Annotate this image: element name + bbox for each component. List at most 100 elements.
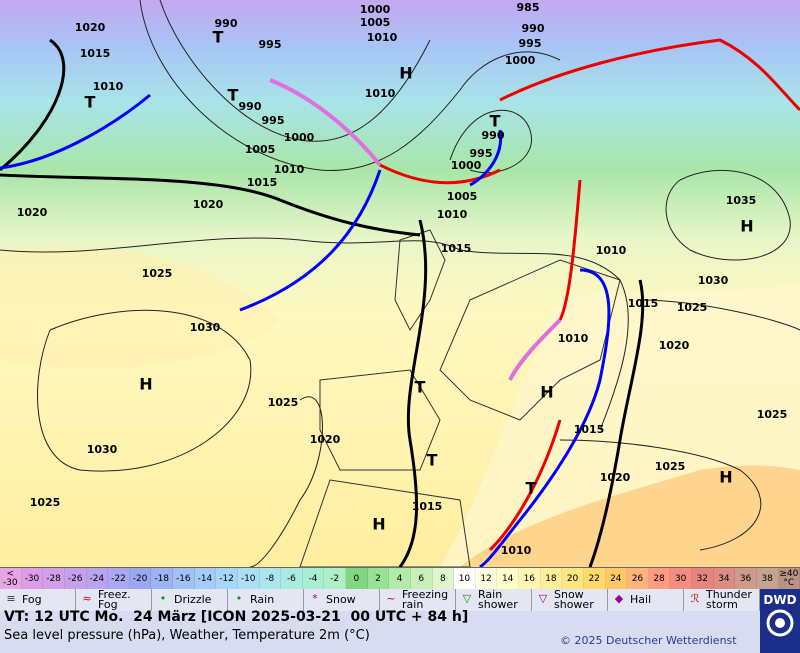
weather-map: 1020101510109909951000100510109859909951… — [0, 0, 800, 567]
scale-cell: 20 — [562, 568, 584, 590]
legend-item: • Drizzle — [152, 589, 228, 611]
isobar-label: 1020 — [75, 21, 106, 34]
logo-text: DWD — [763, 593, 797, 607]
isobar-label: 1000 — [451, 159, 482, 172]
pressure-center: H — [740, 217, 753, 236]
isobar-label: 1015 — [441, 242, 472, 255]
labels: 1020101510109909951000100510109859909951… — [17, 1, 788, 557]
legend-label: Thunder storm — [706, 588, 752, 611]
scale-cell: 18 — [540, 568, 563, 590]
weather-legend: ≡ Fog ≈ Freez. Fog • Drizzle • Rain * Snow ~ Freezi… — [0, 589, 760, 611]
isobar-label: 1025 — [142, 267, 173, 280]
legend-icon: • — [235, 592, 243, 605]
scale-cell: 8 — [432, 568, 455, 590]
isobar-label: 1010 — [365, 87, 396, 100]
pressure-center: H — [719, 468, 732, 487]
legend-label: Snow — [326, 593, 356, 606]
isobar-label: 990 — [482, 129, 505, 142]
cold-front — [0, 93, 151, 170]
scale-cell: < -30 — [0, 568, 22, 590]
pressure-center: H — [139, 375, 152, 394]
legend-icon: ▽ — [538, 592, 548, 605]
isobar-label: 1030 — [87, 443, 118, 456]
scale-cell: -10 — [237, 568, 260, 590]
pressure-center: T — [427, 451, 438, 470]
legend-item: * Snow — [304, 589, 380, 611]
pressure-center: H — [540, 383, 553, 402]
scale-cell: -14 — [194, 568, 217, 590]
scale-cell: -26 — [64, 568, 87, 590]
scale-cell: 24 — [605, 568, 628, 590]
valid-time: VT: 12 UTC Mo. 24 März [ICON 2025-03-21 … — [4, 609, 469, 625]
isobar-label: 1015 — [80, 47, 111, 60]
scale-cell: 30 — [670, 568, 692, 590]
legend-icon: ~ — [386, 592, 396, 605]
isobar-label: 1025 — [268, 396, 299, 409]
isobar-label: 1010 — [501, 544, 532, 557]
main-isobars — [0, 38, 645, 567]
isobar-label: 1035 — [726, 194, 757, 207]
logo-icon — [766, 609, 794, 637]
isobar-label: 1010 — [274, 163, 305, 176]
legend-icon: ≈ — [82, 592, 92, 605]
legend-label: Freezing rain — [402, 588, 449, 611]
warm-front — [499, 38, 800, 112]
isobar-label: 1020 — [193, 198, 224, 211]
scale-cell: ≥40 °C — [778, 568, 800, 590]
pressure-center: T — [415, 378, 426, 397]
scale-cell: 14 — [497, 568, 519, 590]
scale-cell: 12 — [475, 568, 498, 590]
scale-cell: -30 — [21, 568, 44, 590]
scale-cell: -8 — [259, 568, 282, 590]
legend-item: ◆ Hail — [608, 589, 684, 611]
pressure-center: T — [526, 479, 537, 498]
legend-icon: ▽ — [462, 592, 472, 605]
isobar-label: 1000 — [505, 54, 536, 67]
scale-cell: -16 — [173, 568, 195, 590]
dwd-logo: DWD — [760, 589, 800, 653]
scale-cell: 16 — [519, 568, 541, 590]
legend-item: ~ Freezing rain — [380, 589, 456, 611]
isobar-label: 1000 — [360, 3, 391, 16]
description: Sea level pressure (hPa), Weather, Tempe… — [4, 628, 370, 643]
isobar-label: 995 — [259, 38, 282, 51]
isobar-label: 1025 — [655, 460, 686, 473]
legend-label: Rain shower — [478, 588, 518, 611]
scale-cell: 22 — [583, 568, 606, 590]
isobar-label: 1025 — [677, 301, 708, 314]
coastlines — [299, 229, 621, 567]
scale-cell: -22 — [108, 568, 130, 590]
pressure-center: T — [85, 93, 96, 112]
scale-cell: 2 — [367, 568, 390, 590]
isobar-label: 995 — [519, 37, 542, 50]
legend-item: ≡ Fog — [0, 589, 76, 611]
isobars — [0, 0, 800, 567]
legend-item: ▽ Rain shower — [456, 589, 532, 611]
isobar-label: 1025 — [757, 408, 788, 421]
isobar-label: 1020 — [17, 206, 48, 219]
legend-label: Rain — [250, 593, 275, 606]
isobar-label: 1025 — [30, 496, 61, 509]
cold-front — [469, 129, 503, 187]
isobar-label: 1005 — [447, 190, 478, 203]
scale-cell: 34 — [713, 568, 736, 590]
scale-cell: -4 — [302, 568, 325, 590]
isobar-label: 990 — [215, 17, 238, 30]
isobar-label: 1015 — [574, 423, 605, 436]
occlusion — [508, 318, 562, 381]
legend-icon: * — [312, 592, 318, 605]
scale-cell: -24 — [86, 568, 109, 590]
occlusion — [269, 78, 382, 167]
cold-front — [239, 169, 382, 312]
scale-cell: -18 — [151, 568, 173, 590]
isobar-label: 1010 — [558, 332, 589, 345]
legend-item: ℛ Thunder storm — [684, 589, 760, 611]
isobar-label: 1020 — [600, 471, 631, 484]
scale-cell: -6 — [281, 568, 303, 590]
copyright: © 2025 Deutscher Wetterdienst — [560, 634, 737, 647]
scale-cell: 0 — [346, 568, 368, 590]
isobar-label: 1030 — [698, 274, 729, 287]
scale-cell: -20 — [129, 568, 152, 590]
legend-item: • Rain — [228, 589, 304, 611]
isobar-label: 1010 — [93, 80, 124, 93]
